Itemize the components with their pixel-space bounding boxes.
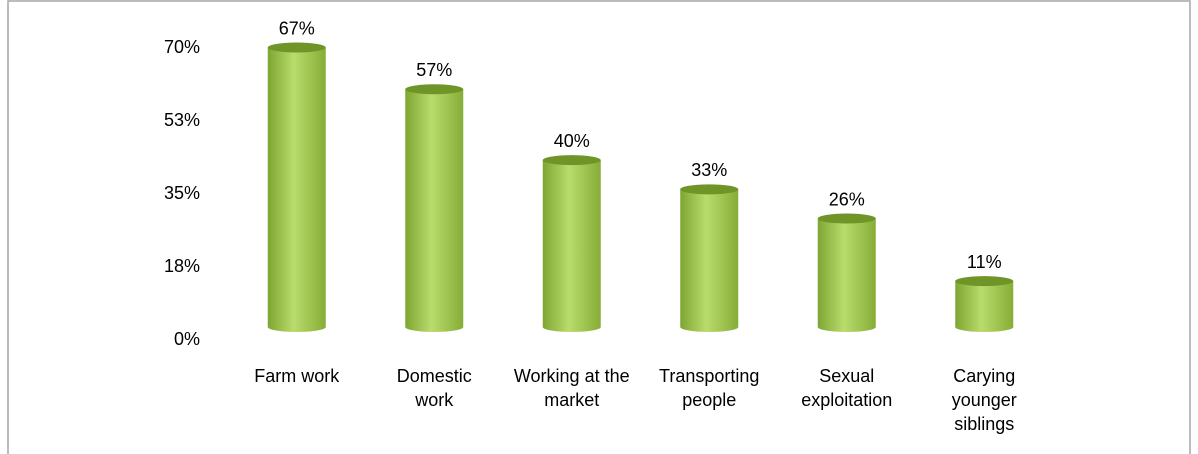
bar: [817, 218, 876, 332]
y-tick-label: 70%: [164, 37, 200, 57]
x-tick-label: Farm work: [254, 366, 340, 386]
frame: [7, 0, 1191, 454]
bar: [267, 47, 326, 333]
value-label: 33%: [691, 160, 727, 180]
x-tick-label: Transporting people: [659, 366, 760, 410]
bar-top: [955, 276, 1014, 287]
bar-top: [542, 155, 601, 166]
y-tick-label: 53%: [164, 110, 200, 130]
bar: [955, 281, 1014, 332]
bar: [680, 189, 739, 332]
value-label: 40%: [554, 131, 590, 151]
bar-top: [680, 184, 739, 195]
bar-top: [267, 42, 326, 53]
bar: [542, 160, 601, 332]
y-tick-label: 0%: [174, 329, 200, 349]
value-label: 67%: [279, 18, 315, 38]
bar-top: [817, 213, 876, 224]
x-tick-label: Working at the market: [513, 366, 630, 410]
y-tick-label: 35%: [164, 183, 200, 203]
value-label: 57%: [416, 60, 452, 80]
x-tick-label: Domestic work: [396, 366, 472, 410]
bar-top: [405, 84, 464, 95]
value-label: 26%: [829, 189, 865, 209]
x-tick-label: Sexual exploitation: [801, 366, 893, 410]
x-tick-label: Carying younger siblings: [951, 366, 1017, 434]
value-label: 11%: [967, 252, 1002, 272]
bar: [405, 89, 464, 332]
y-tick-label: 18%: [164, 256, 200, 276]
